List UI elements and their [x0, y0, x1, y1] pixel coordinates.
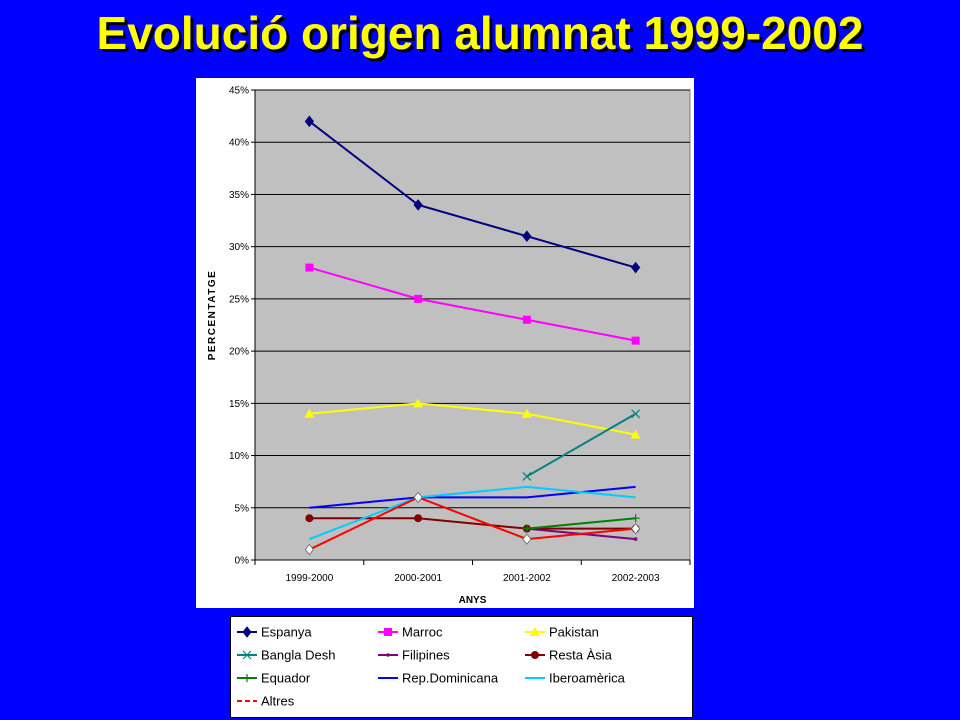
y-tick-label: 35% [229, 190, 249, 201]
series-line-altres [308, 496, 636, 551]
series-line-pakistan [309, 402, 636, 436]
x-tick-label: 2000-2001 [394, 573, 442, 584]
data-point-altres [631, 523, 641, 535]
x-tick-label: 2001-2002 [503, 573, 551, 584]
data-point-altres [304, 543, 314, 556]
data-point-resta-asia [305, 514, 314, 523]
series-espanya [304, 115, 641, 274]
data-point-marroc [305, 263, 314, 272]
data-point-marroc [631, 336, 640, 345]
series-line-marroc [309, 266, 636, 342]
y-tick-label: 15% [229, 399, 249, 410]
data-point-pakistan [521, 408, 532, 418]
plot-area [254, 89, 691, 561]
series-altres [304, 491, 641, 556]
data-point-marroc [522, 315, 531, 324]
slide-title: Evolució origen alumnat 1999-2002 [96, 7, 864, 59]
y-tick-label: 45% [229, 86, 249, 97]
y-tick-label: 20% [229, 347, 249, 358]
series-line-iberoamerica [309, 485, 636, 541]
y-tick-label: 10% [229, 451, 249, 462]
x-tick-label: 1999-2000 [285, 573, 333, 584]
y-tick-label: 25% [229, 294, 249, 305]
series-equador [522, 514, 640, 533]
data-point-pakistan [630, 429, 641, 439]
series-line-espanya [308, 120, 636, 269]
data-point-pakistan [304, 408, 315, 418]
data-point-resta-asia [414, 514, 423, 523]
data-point-equador [522, 524, 531, 533]
series-marroc [305, 263, 640, 345]
series-pakistan [304, 398, 641, 439]
y-tick-label: 5% [235, 503, 250, 514]
data-point-espanya [630, 261, 641, 274]
data-point-espanya [522, 230, 532, 243]
chart-legend [230, 616, 693, 718]
x-axis-title: ANYS [459, 595, 487, 606]
data-point-bangla-desh [522, 472, 532, 481]
data-point-pakistan [413, 398, 424, 408]
data-point-espanya [413, 199, 423, 211]
y-tick-label: 40% [229, 138, 249, 149]
data-point-filipines [633, 537, 638, 541]
data-point-altres [522, 533, 532, 545]
y-tick-label: 0% [235, 556, 250, 567]
y-tick-label: 30% [229, 242, 249, 253]
series-iberoamerica [309, 485, 636, 541]
x-tick-label: 2002-2003 [612, 573, 660, 584]
data-point-espanya [304, 115, 315, 128]
series-line-equador [526, 517, 636, 530]
series-bangla-desh [522, 409, 641, 481]
data-point-equador [631, 514, 640, 523]
data-point-marroc [414, 294, 423, 303]
y-axis-title: PERCENTATGE [207, 270, 218, 361]
series-line-bangla-desh [526, 412, 637, 478]
data-point-altres [413, 491, 423, 503]
data-point-bangla-desh [631, 409, 641, 419]
